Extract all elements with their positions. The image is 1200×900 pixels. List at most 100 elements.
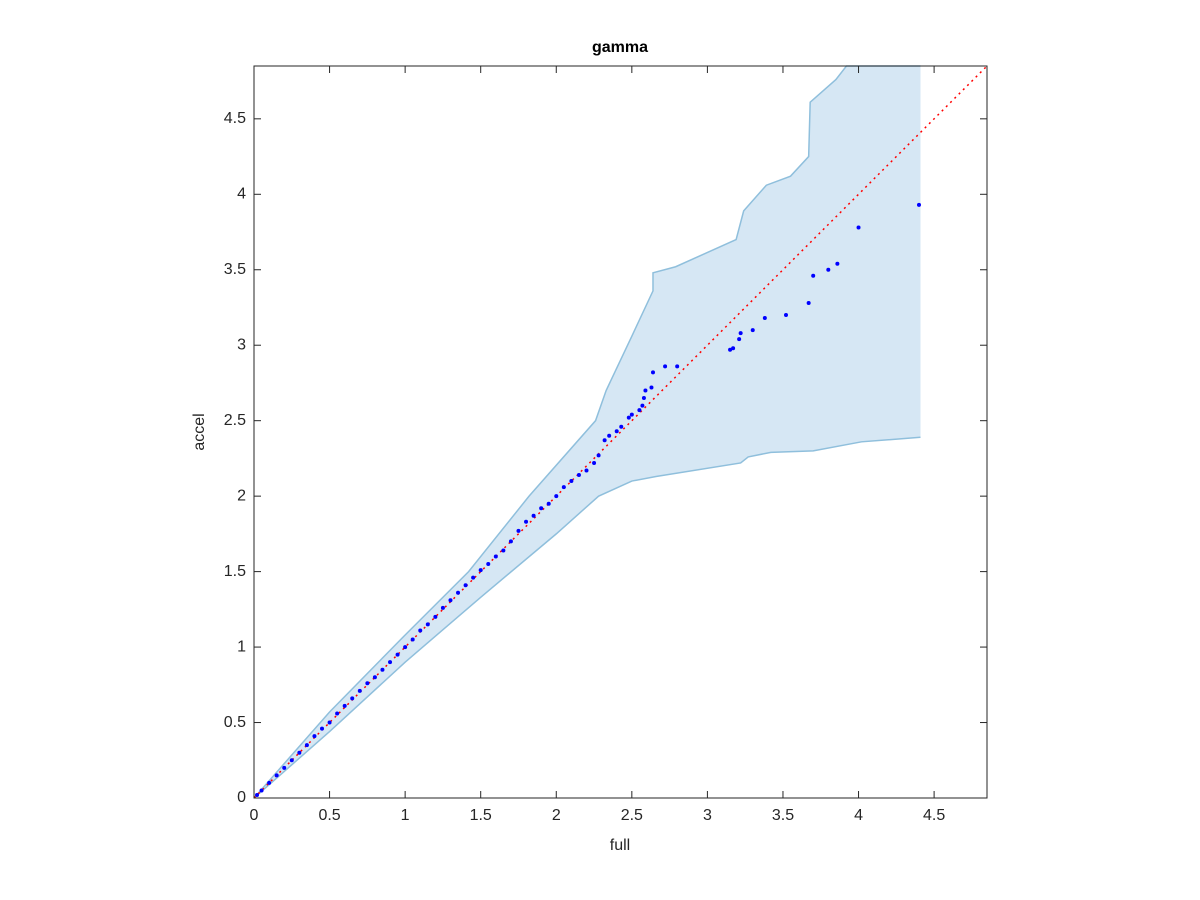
data-point	[619, 424, 624, 429]
data-point	[255, 792, 260, 797]
data-point	[663, 364, 668, 369]
data-point	[592, 460, 597, 465]
x-tick-label: 1	[401, 807, 410, 824]
y-tick-label: 0	[237, 789, 246, 806]
data-point	[546, 501, 551, 506]
data-point	[643, 388, 648, 393]
y-axis-label: accel	[191, 413, 208, 450]
plot-area	[253, 65, 988, 799]
data-point	[395, 652, 400, 657]
data-point	[372, 675, 377, 680]
data-point	[357, 688, 362, 693]
data-point	[259, 788, 264, 793]
data-point	[554, 494, 559, 499]
band-upper-edge	[253, 65, 921, 799]
data-point	[327, 720, 332, 725]
data-point	[342, 703, 347, 708]
data-point	[493, 554, 498, 559]
axes-box	[253, 65, 988, 799]
data-point	[640, 403, 645, 408]
data-point	[728, 347, 733, 352]
data-point	[531, 513, 536, 518]
data-point	[783, 313, 788, 318]
data-point	[576, 473, 581, 478]
x-tick-label: 3.5	[772, 807, 794, 824]
y-tick-label: 3.5	[224, 261, 246, 278]
data-point	[596, 453, 601, 458]
confidence-band	[254, 66, 921, 798]
data-point	[471, 575, 476, 580]
data-point	[388, 660, 393, 665]
y-tick-label: 1.5	[224, 563, 246, 580]
data-point	[614, 429, 619, 434]
data-point	[516, 528, 521, 533]
data-point	[856, 225, 861, 230]
data-point	[806, 300, 811, 305]
data-point	[456, 590, 461, 595]
chart-title: gamma	[592, 39, 648, 56]
data-point	[501, 548, 506, 553]
data-point	[418, 628, 423, 633]
data-point	[835, 261, 840, 266]
data-point	[320, 726, 325, 731]
data-point	[289, 758, 294, 763]
data-point	[737, 337, 742, 342]
x-tick-label: 3	[703, 807, 712, 824]
data-point	[629, 412, 634, 417]
data-point	[463, 583, 468, 588]
data-point	[641, 396, 646, 401]
x-tick-label: 4.5	[923, 807, 945, 824]
data-point	[561, 485, 566, 490]
data-point	[539, 506, 544, 511]
x-tick-label: 0	[250, 807, 259, 824]
data-point	[335, 711, 340, 716]
data-point	[312, 734, 317, 739]
data-point	[433, 614, 438, 619]
data-point	[448, 598, 453, 603]
data-point	[267, 780, 272, 785]
band-lower-edge	[253, 436, 921, 799]
data-point	[282, 765, 287, 770]
data-point	[750, 328, 755, 333]
data-point	[297, 750, 302, 755]
data-point	[626, 415, 631, 420]
y-tick-label: 4.5	[224, 110, 246, 127]
x-tick-label: 2	[552, 807, 561, 824]
data-point	[649, 385, 654, 390]
data-point	[826, 267, 831, 272]
data-point	[762, 316, 767, 321]
reference-line	[253, 65, 988, 799]
data-point	[738, 331, 743, 336]
data-point	[380, 667, 385, 672]
y-tick-label: 4	[237, 186, 246, 203]
y-tick-label: 1	[237, 638, 246, 655]
data-point	[478, 568, 483, 573]
data-point	[365, 681, 370, 686]
data-point	[811, 273, 816, 278]
data-point	[584, 468, 589, 473]
data-point	[524, 519, 529, 524]
data-point	[440, 605, 445, 610]
data-point	[675, 364, 680, 369]
x-tick-label: 0.5	[318, 807, 340, 824]
data-point	[650, 370, 655, 375]
data-point	[410, 637, 415, 642]
x-axis-label: full	[610, 837, 630, 854]
data-point	[602, 438, 607, 443]
data-point	[304, 743, 309, 748]
data-point	[274, 773, 279, 778]
data-point	[916, 202, 921, 207]
data-point	[637, 408, 642, 413]
y-tick-label: 2	[237, 487, 246, 504]
data-point	[731, 346, 736, 351]
x-tick-label: 4	[854, 807, 863, 824]
data-point	[350, 696, 355, 701]
data-point	[425, 622, 430, 627]
y-tick-label: 3	[237, 336, 246, 353]
y-tick-label: 2.5	[224, 412, 246, 429]
data-point	[486, 562, 491, 567]
x-tick-label: 2.5	[621, 807, 643, 824]
data-point	[508, 539, 513, 544]
